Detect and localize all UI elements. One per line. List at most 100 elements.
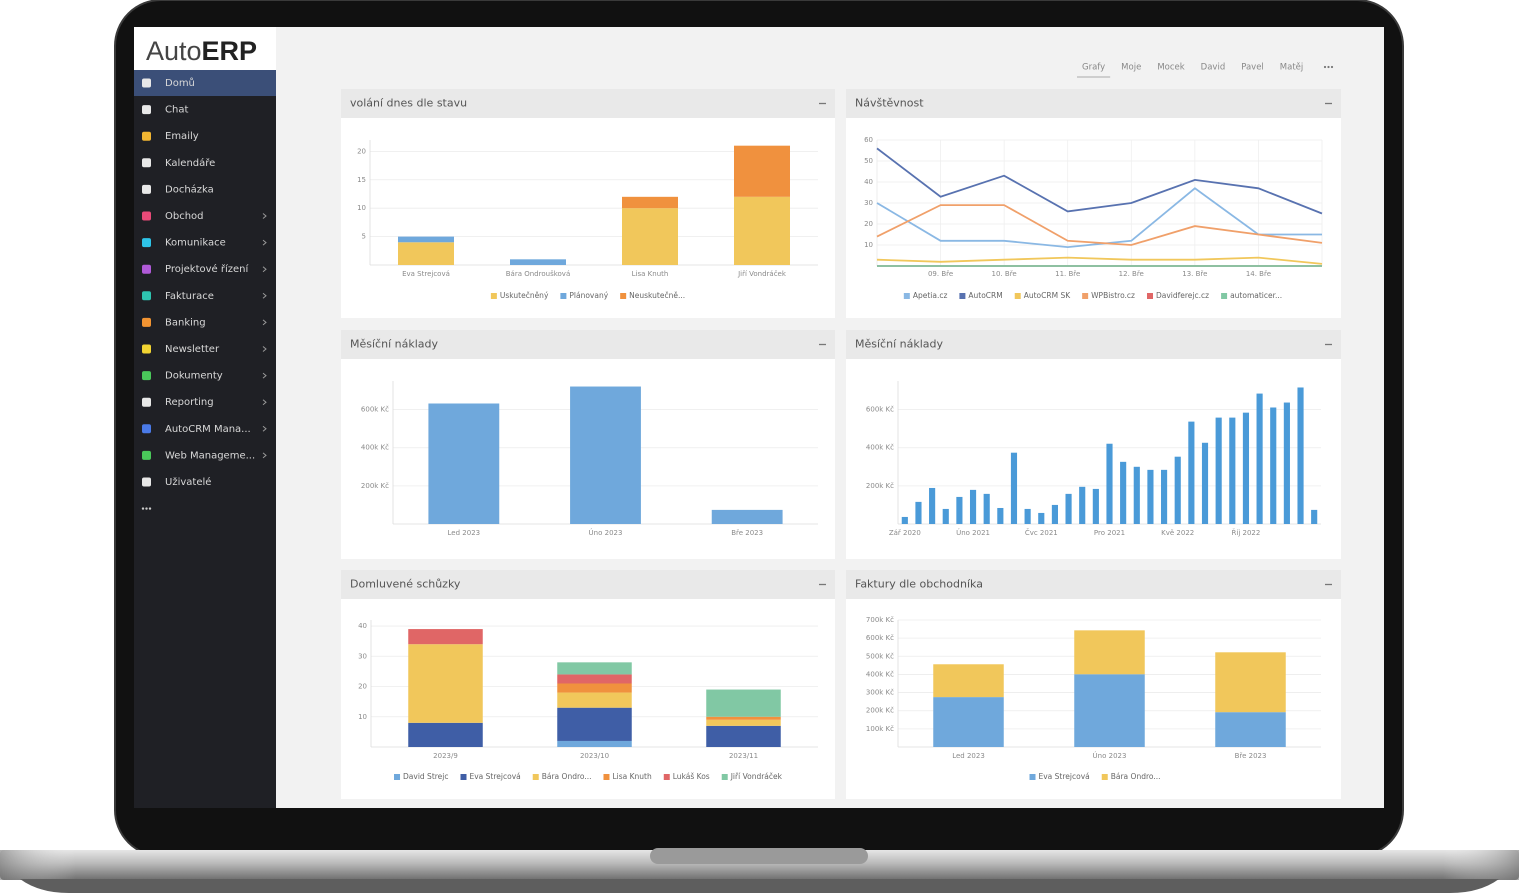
menu-item[interactable]: Komunikace bbox=[165, 238, 226, 249]
bar bbox=[570, 386, 641, 524]
legend-swatch bbox=[394, 774, 401, 780]
bar bbox=[557, 740, 632, 747]
legend-label[interactable]: Bára Ondro... bbox=[1111, 772, 1161, 781]
line-series bbox=[876, 204, 1323, 246]
x-tick-label: Pro 2021 bbox=[1094, 529, 1125, 537]
y-tick-label: 400k Kč bbox=[361, 444, 389, 452]
legend-label[interactable]: Lukáš Kos bbox=[673, 772, 710, 781]
x-tick-label: 09. Bře bbox=[928, 270, 953, 278]
bar bbox=[706, 725, 781, 747]
legend-swatch bbox=[959, 293, 966, 299]
y-tick-label: 500k Kč bbox=[866, 652, 894, 660]
legend-label[interactable]: Bára Ondro... bbox=[542, 772, 592, 781]
line-series bbox=[876, 147, 1323, 215]
menu-item[interactable]: Emaily bbox=[165, 131, 199, 142]
bar bbox=[1161, 469, 1168, 524]
x-tick-label: Jiří Vondráček bbox=[737, 270, 787, 278]
menu-item[interactable]: Uživatelé bbox=[165, 476, 211, 488]
tab[interactable]: Mocek bbox=[1157, 63, 1184, 73]
y-tick-label: 600k Kč bbox=[866, 406, 894, 414]
tab[interactable]: Matěj bbox=[1280, 63, 1303, 73]
menu-icon bbox=[142, 211, 151, 221]
tab[interactable]: Grafy bbox=[1082, 63, 1105, 73]
legend: Eva Strejcová Bára Ondro... bbox=[1029, 772, 1161, 781]
menu-item[interactable]: Dokumenty bbox=[165, 371, 223, 382]
legend-swatch bbox=[460, 774, 467, 780]
bar bbox=[622, 196, 678, 209]
panel: Návštěvnost 10 20 30 40 50 60 09. Bře 10. Bře 11.… bbox=[846, 89, 1341, 318]
legend-label[interactable]: Jiří Vondráček bbox=[730, 772, 783, 781]
x-tick-label: 14. Bře bbox=[1246, 270, 1271, 278]
legend-label[interactable]: Plánovaný bbox=[569, 291, 608, 300]
bar bbox=[408, 722, 483, 747]
bar bbox=[1283, 402, 1290, 524]
legend-label[interactable]: AutoCRM SK bbox=[1024, 291, 1071, 300]
legend: Uskutečněný Plánovaný Neuskutečně... bbox=[490, 291, 685, 300]
x-tick-label: 10. Bře bbox=[992, 270, 1017, 278]
menu-item[interactable]: Domů bbox=[165, 77, 195, 89]
menu-item[interactable]: Fakturace bbox=[165, 291, 214, 302]
legend-label[interactable]: WPBistro.cz bbox=[1091, 291, 1135, 300]
menu-icon bbox=[142, 424, 151, 434]
legend: Apetia.cz AutoCRM AutoCRM SK WPBistro.cz Dav… bbox=[903, 291, 1282, 300]
bar bbox=[557, 692, 632, 708]
menu-item[interactable]: Obchod bbox=[165, 211, 204, 222]
legend-swatch bbox=[1082, 293, 1089, 299]
bar bbox=[1024, 508, 1031, 524]
more-dot bbox=[1327, 65, 1330, 69]
bar bbox=[1256, 393, 1263, 524]
menu-item[interactable]: Chat bbox=[165, 105, 188, 116]
legend: David Strejc Eva Strejcová Bára Ondro... Li… bbox=[394, 772, 783, 781]
legend-swatch bbox=[603, 774, 610, 780]
panel: Domluvené schůzky 10 20 30 40 2023/9 2023/10 20… bbox=[341, 570, 835, 799]
bar bbox=[734, 196, 790, 265]
y-tick-label: 200k Kč bbox=[866, 482, 894, 490]
legend-label[interactable]: Eva Strejcová bbox=[1039, 772, 1090, 781]
menu-item[interactable]: Reporting bbox=[165, 397, 214, 408]
menu-icon bbox=[142, 105, 151, 115]
bar bbox=[1229, 417, 1236, 524]
y-tick-label: 200k Kč bbox=[361, 482, 389, 490]
legend-label[interactable]: AutoCRM bbox=[968, 291, 1002, 300]
bar bbox=[1201, 442, 1209, 524]
menu-icon bbox=[142, 317, 151, 327]
menu-item[interactable]: Kalendáře bbox=[165, 157, 215, 169]
legend-label[interactable]: Eva Strejcová bbox=[470, 772, 521, 781]
y-tick-label: 20 bbox=[864, 220, 873, 228]
legend-label[interactable]: automaticer... bbox=[1230, 291, 1282, 300]
menu-item[interactable]: Banking bbox=[165, 317, 206, 328]
legend-label[interactable]: Lisa Knuth bbox=[612, 772, 652, 781]
menu-item[interactable]: Docházka bbox=[165, 183, 214, 195]
panel-body bbox=[846, 330, 1341, 559]
panel: Faktury dle obchodníka 100k Kč 200k Kč 300k… bbox=[846, 570, 1341, 799]
menu-item[interactable]: Web Manageme... bbox=[165, 450, 255, 461]
tab[interactable]: David bbox=[1201, 63, 1226, 73]
y-tick-label: 30 bbox=[864, 199, 873, 207]
menu-icon bbox=[142, 238, 151, 248]
legend-label[interactable]: Uskutečněný bbox=[500, 291, 549, 300]
tab[interactable]: Moje bbox=[1121, 63, 1141, 73]
legend-swatch bbox=[1146, 293, 1153, 299]
menu-item[interactable]: Newsletter bbox=[165, 344, 220, 355]
y-tick-label: 60 bbox=[864, 136, 873, 144]
bar bbox=[1297, 387, 1304, 524]
legend-label[interactable]: Neuskutečně... bbox=[629, 291, 685, 300]
legend-label[interactable]: David Strejc bbox=[403, 772, 448, 781]
menu-item[interactable]: Projektové řízení bbox=[165, 263, 250, 275]
bar bbox=[408, 644, 483, 723]
panel: Měsíční náklady 200k Kč 400k Kč 600k Kč Zář … bbox=[846, 330, 1341, 559]
menu-icon bbox=[142, 264, 151, 274]
bar bbox=[983, 493, 990, 524]
bar bbox=[510, 259, 566, 265]
legend-label[interactable]: Davidferejc.cz bbox=[1156, 291, 1209, 300]
y-tick-label: 600k Kč bbox=[866, 634, 894, 642]
x-tick-label: 2023/9 bbox=[433, 752, 458, 760]
x-tick-label: 2023/10 bbox=[580, 752, 609, 760]
bar bbox=[915, 501, 922, 524]
legend-label[interactable]: Apetia.cz bbox=[913, 291, 948, 300]
menu-item[interactable]: AutoCRM Mana... bbox=[165, 424, 251, 435]
panel-header bbox=[341, 330, 835, 359]
tab[interactable]: Pavel bbox=[1241, 63, 1264, 73]
panel-body bbox=[846, 89, 1341, 318]
